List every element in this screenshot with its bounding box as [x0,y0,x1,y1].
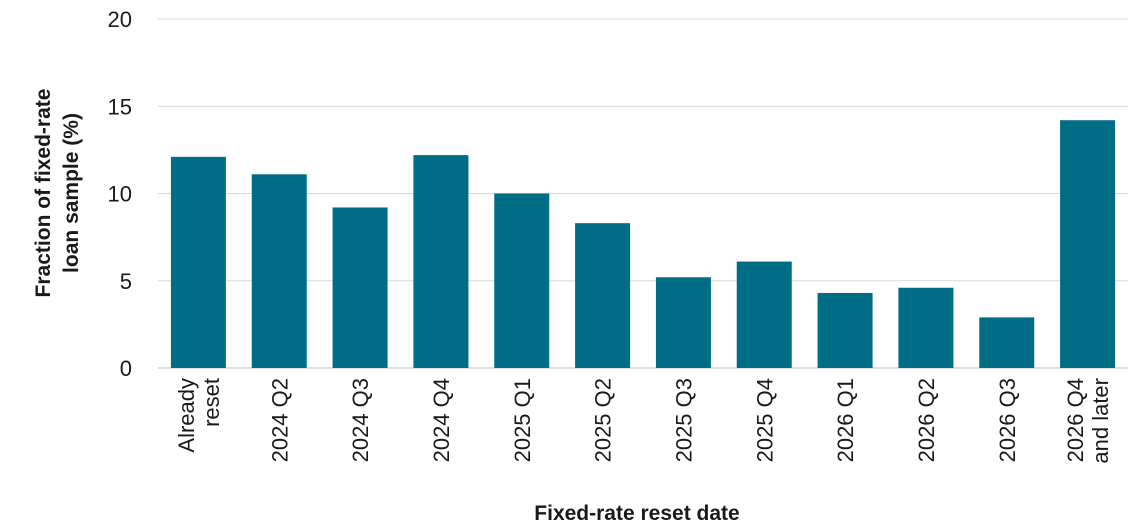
bar [898,287,954,368]
bar [332,207,388,368]
x-tick-label-line: 2025 Q4 [752,378,777,462]
x-tick-label-line: 2024 Q3 [348,378,373,462]
x-tick-label: 2026 Q4and later [1063,378,1113,464]
x-tick-label-text: 2025 Q1 [510,378,535,462]
x-tick-label: 2024 Q3 [348,378,373,462]
x-axis-title: Fixed-rate reset date [534,502,739,525]
x-tick-label-line: 2025 Q1 [510,378,535,462]
x-tick-label-line: 2025 Q3 [671,378,696,462]
x-tick-label: 2025 Q2 [591,378,616,462]
bar [817,292,873,368]
bar [494,193,550,368]
x-tick-label: 2025 Q4 [752,378,777,462]
bar [575,223,631,368]
x-tick-label-line: 2025 Q2 [591,378,616,462]
x-tick-label: 2025 Q1 [510,378,535,462]
y-axis-title-text: Fraction of fixed-rate loan sample (%) [32,89,83,298]
x-tick-label-text: 2024 Q3 [348,378,373,462]
bars [170,120,1116,369]
x-tick-label-line: reset [199,378,224,427]
x-tick-label-text: 2024 Q2 [267,378,292,462]
x-tick-label-text: 2026 Q1 [833,378,858,462]
y-tick-label: 5 [120,269,132,294]
bar [413,155,469,368]
x-tick-label-text: 2025 Q4 [752,378,777,462]
x-tick-label-text: 2025 Q2 [591,378,616,462]
y-axis-title: Fraction of fixed-rate loan sample (%) [32,89,83,298]
x-tick-label-line: and later [1088,378,1113,464]
y-tick-label: 0 [120,356,132,381]
x-tick-label: Alreadyreset [174,378,224,453]
x-tick-label-line: 2026 Q1 [833,378,858,462]
bar [655,277,711,368]
x-tick-label-line: Already [174,378,199,453]
x-tick-label: 2024 Q4 [429,378,454,462]
gridlines [158,18,1128,369]
x-tick-label: 2026 Q2 [914,378,939,462]
x-tick-label-text: 2026 Q2 [914,378,939,462]
bar [251,174,307,368]
x-tick-label-text: Alreadyreset [174,378,224,453]
y-axis-title-line: loan sample (%) [60,113,83,273]
x-tick-label: 2024 Q2 [267,378,292,462]
y-axis-title-line: Fraction of fixed-rate [32,89,55,298]
x-tick-label-text: 2026 Q4and later [1063,378,1113,464]
x-tick-label: 2026 Q3 [995,378,1020,462]
x-tick-label-line: 2024 Q4 [429,378,454,462]
bar [1060,120,1116,369]
y-tick-label: 20 [108,7,132,32]
bar [736,261,792,368]
x-tick-label: 2026 Q1 [833,378,858,462]
x-tick-label-line: 2024 Q2 [267,378,292,462]
x-tick-label-text: 2025 Q3 [671,378,696,462]
x-tick-label-line: 2026 Q3 [995,378,1020,462]
x-tick-label-text: 2024 Q4 [429,378,454,462]
bar [170,156,226,368]
bar [979,317,1035,368]
y-tick-labels: 0 5 10 15 20 [108,7,132,381]
y-tick-label: 10 [108,182,132,207]
x-tick-label: 2025 Q3 [671,378,696,462]
x-tick-labels: Alreadyreset 2024 Q2 2024 Q3 2024 Q4 2025 Q1… [174,378,1113,464]
x-tick-label-line: 2026 Q4 [1063,378,1088,462]
x-tick-label-text: 2026 Q3 [995,378,1020,462]
y-tick-label: 15 [108,94,132,119]
x-tick-label-line: 2026 Q2 [914,378,939,462]
